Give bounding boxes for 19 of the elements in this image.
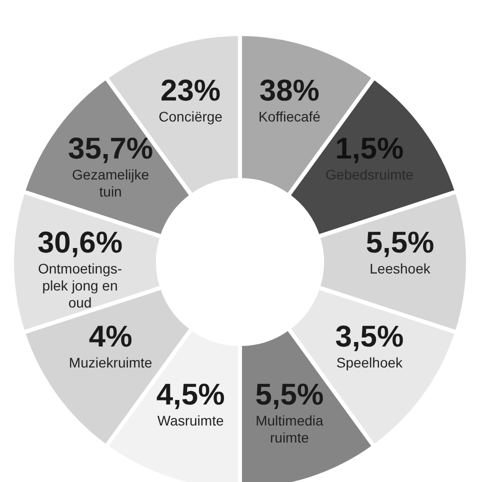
data-label: 23% [160, 74, 221, 108]
category-label: Gezamelijke tuin [72, 166, 150, 200]
data-label: 4,5% [156, 378, 225, 412]
category-label: Koffiecafé [258, 108, 321, 124]
category-label: Wasruimte [157, 412, 224, 429]
data-label: 30,6% [37, 226, 123, 260]
data-label: 38% [259, 74, 320, 108]
category-label: Conciërge [158, 108, 223, 124]
category-label: Ontmoetings- plek jong en oud [38, 260, 122, 310]
data-label: 5,5% [255, 378, 324, 412]
category-label: Speelhoek [336, 354, 404, 371]
data-label: 3,5% [335, 320, 404, 354]
category-label: Multimedia ruimte [256, 412, 324, 446]
data-label: 1,5% [335, 132, 404, 166]
data-label: 5,5% [366, 226, 434, 260]
data-label: 4% [88, 320, 132, 354]
data-label: 35,7% [68, 132, 154, 166]
category-label: Muziekruimte [68, 354, 152, 371]
category-label: Leeshoek [370, 260, 432, 276]
